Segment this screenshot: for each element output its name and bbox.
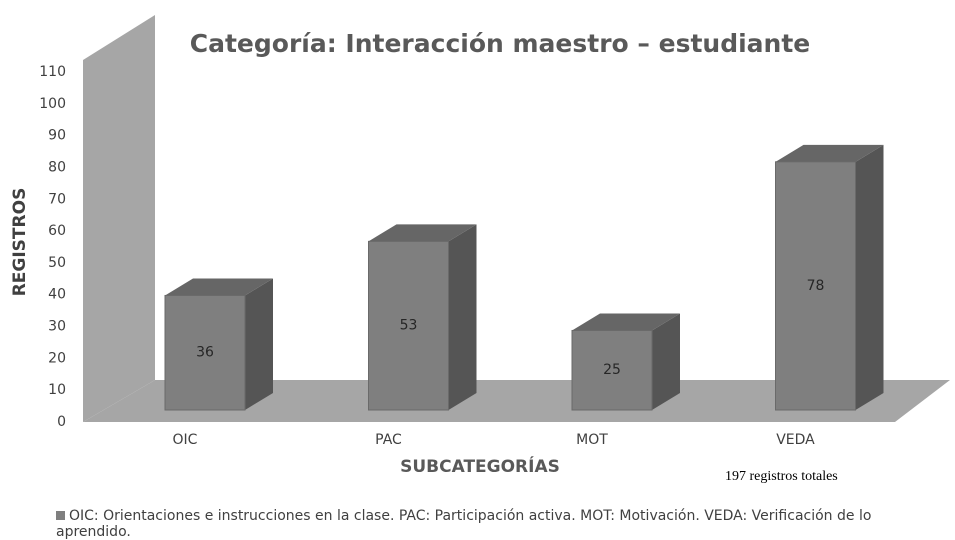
y-tick-label: 110 bbox=[39, 64, 66, 80]
annotation: 197 registros totales bbox=[725, 469, 838, 484]
bar-top bbox=[368, 224, 477, 242]
y-axis-label: REGISTROS bbox=[10, 188, 30, 297]
bar-side bbox=[652, 313, 680, 410]
chart-title: Categoría: Interacción maestro – estudia… bbox=[190, 29, 811, 58]
legend-swatch bbox=[56, 511, 65, 520]
y-tick-label: 20 bbox=[48, 350, 66, 366]
back-wall bbox=[83, 15, 155, 422]
bar-side bbox=[448, 224, 477, 410]
y-tick-label: 90 bbox=[48, 128, 66, 144]
y-tick-label: 70 bbox=[48, 191, 66, 207]
y-tick-label: 40 bbox=[48, 287, 66, 303]
data-label: 36 bbox=[196, 345, 214, 361]
y-tick-label: 10 bbox=[48, 382, 66, 398]
legend: OIC: Orientaciones e instrucciones en la… bbox=[56, 508, 936, 540]
data-label: 53 bbox=[400, 318, 418, 334]
bar-side bbox=[855, 144, 884, 410]
bar-top bbox=[165, 278, 273, 296]
x-tick-label: PAC bbox=[375, 432, 402, 448]
x-tick-label: MOT bbox=[576, 432, 608, 448]
bar-top bbox=[572, 313, 680, 331]
data-label: 25 bbox=[603, 362, 621, 378]
floor bbox=[83, 380, 950, 422]
x-tick-label: VEDA bbox=[776, 432, 815, 448]
legend-text: OIC: Orientaciones e instrucciones en la… bbox=[56, 508, 872, 540]
bar bbox=[775, 161, 856, 411]
y-tick-label: 0 bbox=[57, 414, 66, 430]
y-tick-label: 60 bbox=[48, 223, 66, 239]
bar-side bbox=[245, 278, 273, 410]
x-axis-label: SUBCATEGORÍAS bbox=[400, 455, 560, 477]
x-tick-label: OIC bbox=[173, 432, 198, 448]
y-tick-label: 80 bbox=[48, 159, 66, 175]
bar bbox=[368, 240, 449, 411]
bar-top bbox=[775, 144, 884, 162]
bar bbox=[164, 294, 246, 411]
y-tick-label: 50 bbox=[48, 255, 66, 271]
y-tick-label: 30 bbox=[48, 319, 66, 335]
data-label: 78 bbox=[807, 278, 825, 294]
bar bbox=[571, 329, 653, 411]
y-tick-label: 100 bbox=[39, 96, 66, 112]
